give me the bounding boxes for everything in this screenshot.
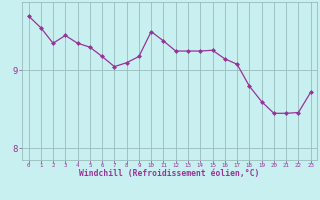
X-axis label: Windchill (Refroidissement éolien,°C): Windchill (Refroidissement éolien,°C) [79,169,260,178]
